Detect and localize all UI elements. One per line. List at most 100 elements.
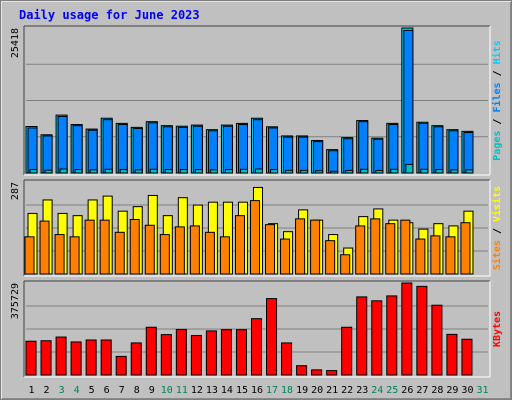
bar-files-day-23 — [358, 121, 369, 174]
bar-kbytes-day-18-edge — [281, 342, 293, 376]
bar-pages-day-9-edge — [149, 168, 158, 174]
bar-files-day-26 — [403, 29, 414, 174]
bar-kbytes-day-20-edge — [311, 369, 323, 376]
bar-pages-day-1 — [29, 169, 38, 174]
bar-pages-day-6-fill — [105, 169, 113, 173]
bar-kbytes-day-17-fill — [266, 298, 277, 375]
bar-sites-day-13-edge — [204, 231, 215, 275]
bar-kbytes-day-19 — [296, 365, 308, 376]
bar-pages-day-2-edge — [44, 169, 53, 174]
bar-kbytes-day-4 — [70, 341, 82, 376]
bar-files-day-7 — [117, 124, 128, 174]
bar-files-day-1-fill — [28, 127, 38, 173]
bar-pages-day-17-fill — [270, 169, 278, 173]
bar-sites-day-9-fill — [145, 225, 155, 274]
bar-pages-day-11-fill — [180, 169, 188, 173]
x-tick-label-day-23: 23 — [356, 385, 368, 396]
bar-pages-day-7-edge — [119, 169, 128, 174]
bar-kbytes-day-24-fill — [371, 300, 382, 375]
bar-pages-day-20-edge — [315, 170, 324, 174]
bar-files-day-15 — [237, 124, 248, 174]
x-tick-label-day-21: 21 — [326, 385, 338, 396]
bar-files-day-7-fill — [118, 124, 128, 173]
bar-files-day-25 — [388, 124, 399, 174]
bar-files-day-22 — [343, 138, 354, 174]
bar-kbytes-day-12-fill — [191, 335, 202, 375]
bar-files-day-6 — [102, 119, 113, 174]
bar-sites-day-11-fill — [175, 226, 185, 274]
bar-sites-day-19-fill — [295, 218, 305, 274]
visits-panel: 287 Sites / Visits — [10, 179, 503, 277]
bar-pages-day-7-fill — [120, 169, 128, 173]
bar-kbytes-day-2 — [40, 340, 52, 376]
kbytes-panel-bars — [25, 282, 473, 376]
x-tick-label-day-12: 12 — [191, 385, 203, 396]
bar-kbytes-day-19-edge — [296, 365, 308, 376]
bar-kbytes-day-10-edge — [160, 334, 172, 376]
bar-kbytes-day-8-edge — [130, 342, 142, 376]
bar-sites-day-17-edge — [265, 224, 276, 275]
bar-sites-day-7-fill — [115, 232, 125, 274]
bar-sites-day-26-fill — [400, 220, 410, 274]
bar-kbytes-day-6 — [100, 339, 112, 376]
bar-sites-day-21 — [325, 240, 336, 275]
x-tick-label-day-10: 10 — [161, 385, 173, 396]
bar-sites-day-11 — [174, 226, 185, 275]
bar-pages-day-5 — [89, 169, 98, 174]
bar-pages-day-23-edge — [360, 168, 369, 174]
bar-kbytes-day-8 — [130, 342, 142, 376]
bar-kbytes-day-23-fill — [356, 296, 367, 375]
bar-sites-day-25 — [385, 223, 396, 275]
bar-pages-day-24 — [375, 169, 384, 174]
bar-sites-day-10-edge — [159, 234, 170, 275]
bar-pages-day-22-fill — [345, 170, 353, 173]
bar-pages-day-18-fill — [285, 170, 293, 173]
x-tick-label-day-19: 19 — [296, 385, 308, 396]
bar-files-day-14-fill — [223, 126, 233, 173]
bar-sites-day-28-fill — [430, 235, 440, 274]
bar-pages-day-24-edge — [375, 169, 384, 174]
bar-pages-day-2 — [44, 169, 53, 174]
bar-kbytes-day-30 — [461, 338, 473, 376]
bar-pages-day-5-edge — [89, 169, 98, 174]
bar-sites-day-15-edge — [234, 215, 245, 275]
bar-pages-day-20 — [315, 170, 324, 174]
hits-panel-legend-separator: / — [492, 64, 503, 82]
bar-sites-day-30-fill — [460, 222, 470, 274]
bar-pages-day-5-fill — [90, 169, 98, 173]
bar-pages-day-4-fill — [75, 169, 83, 173]
bar-kbytes-day-11-fill — [176, 329, 187, 375]
bar-files-day-5-fill — [88, 130, 98, 173]
visits-panel-legend-sites: Sites — [491, 240, 503, 270]
bar-files-day-6-fill — [103, 119, 113, 173]
bar-files-day-25-fill — [388, 124, 398, 173]
bar-sites-day-20 — [310, 219, 321, 275]
bar-kbytes-day-14 — [220, 329, 232, 376]
bar-files-day-22-fill — [343, 138, 353, 173]
bar-files-day-27-fill — [418, 123, 428, 173]
chart-panels: 25418 Pages / Files / Hits 287 Sites / Visi… — [10, 25, 503, 378]
bar-sites-day-5-fill — [85, 220, 95, 274]
bar-pages-day-1-fill — [30, 169, 38, 173]
bar-sites-day-13 — [204, 231, 215, 275]
bar-sites-day-15-fill — [235, 215, 245, 274]
visits-panel-max-label: 287 — [10, 182, 21, 200]
bar-kbytes-day-28 — [431, 304, 443, 376]
bar-kbytes-day-29-fill — [446, 334, 457, 375]
bar-pages-day-20-fill — [315, 170, 323, 173]
bar-kbytes-day-26 — [401, 282, 413, 376]
chart-title: Daily usage for June 2023 — [19, 8, 200, 22]
bar-pages-day-17-edge — [270, 169, 279, 174]
bar-sites-day-5 — [84, 219, 95, 275]
x-tick-label-day-8: 8 — [134, 385, 140, 396]
bar-files-day-16-fill — [253, 119, 263, 173]
bar-sites-day-6-edge — [99, 219, 110, 275]
bar-files-day-1 — [27, 127, 38, 174]
bar-kbytes-day-30-fill — [461, 339, 472, 375]
bar-sites-day-23 — [355, 225, 366, 275]
bar-sites-day-2 — [39, 220, 50, 275]
bar-kbytes-day-4-fill — [71, 341, 82, 375]
bar-files-day-2-fill — [43, 135, 53, 173]
bar-sites-day-29-fill — [445, 236, 455, 274]
bar-kbytes-day-20 — [311, 369, 323, 376]
